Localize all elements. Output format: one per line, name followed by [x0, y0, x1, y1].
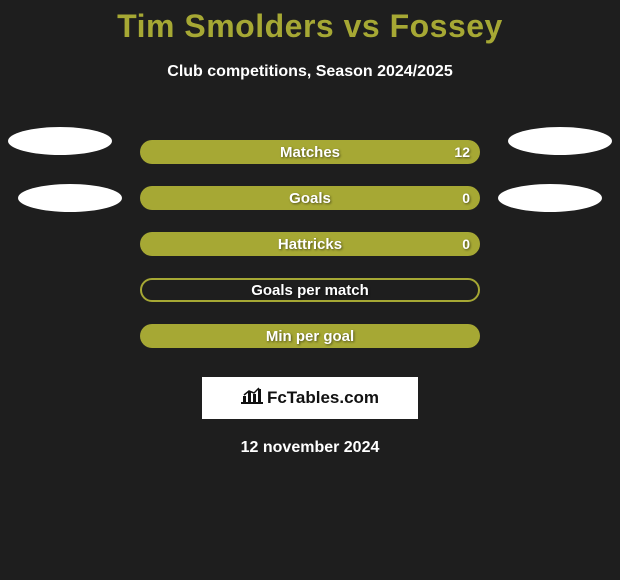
stat-bar: Min per goal — [140, 324, 480, 348]
player-right-marker — [508, 127, 612, 155]
stat-row-min-per-goal: Min per goal — [0, 313, 620, 359]
player-left-marker — [18, 184, 122, 212]
stat-value: 12 — [454, 144, 470, 160]
stat-label: Goals per match — [251, 282, 369, 299]
stat-row-hattricks: Hattricks 0 — [0, 221, 620, 267]
stat-value: 0 — [462, 236, 470, 252]
logo-text: FcTables.com — [267, 388, 379, 407]
stat-label: Min per goal — [266, 328, 354, 345]
stat-label: Goals — [289, 190, 331, 207]
stat-bar: Matches 12 — [140, 140, 480, 164]
stat-row-goals-per-match: Goals per match — [0, 267, 620, 313]
subtitle: Club competitions, Season 2024/2025 — [0, 63, 620, 81]
generated-date: 12 november 2024 — [0, 439, 620, 457]
player-right-marker — [498, 184, 602, 212]
stat-value: 0 — [462, 190, 470, 206]
fctables-logo[interactable]: FcTables.com — [202, 377, 418, 419]
stat-row-goals: Goals 0 — [0, 175, 620, 221]
comparison-card: Tim Smolders vs Fossey Club competitions… — [0, 0, 620, 457]
stat-bar: Goals 0 — [140, 186, 480, 210]
player-left-marker — [8, 127, 112, 155]
stat-row-matches: Matches 12 — [0, 129, 620, 175]
stats-section: Matches 12 Goals 0 Hattricks 0 Goals per… — [0, 129, 620, 359]
stat-label: Hattricks — [278, 236, 342, 253]
stat-label: Matches — [280, 144, 340, 161]
footer: FcTables.com 12 november 2024 — [0, 377, 620, 457]
stat-bar: Hattricks 0 — [140, 232, 480, 256]
chart-icon — [241, 378, 263, 420]
stat-bar: Goals per match — [140, 278, 480, 302]
page-title: Tim Smolders vs Fossey — [0, 8, 620, 45]
